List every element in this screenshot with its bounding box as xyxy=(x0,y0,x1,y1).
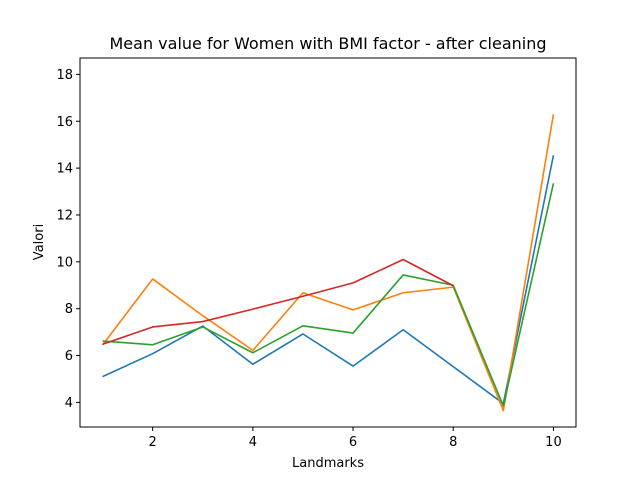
series-line-1 xyxy=(102,155,555,405)
x-axis-label: Landmarks xyxy=(292,456,364,471)
y-tick-label: 8 xyxy=(65,302,73,317)
y-tick-label: 16 xyxy=(56,115,73,130)
y-axis-ticks: 4 6 8 10 12 14 16 18 xyxy=(56,68,80,411)
x-axis-ticks: 2 4 6 8 10 xyxy=(149,427,562,450)
y-tick-label: 6 xyxy=(65,349,73,364)
series-line-4 xyxy=(102,258,454,346)
y-tick-label: 10 xyxy=(56,255,73,270)
y-tick-label: 4 xyxy=(65,396,73,411)
x-tick-label: 10 xyxy=(545,435,562,450)
plot-frame xyxy=(79,57,577,428)
y-tick-label: 18 xyxy=(56,68,73,83)
y-axis-label: Valori xyxy=(32,224,47,260)
x-tick-label: 8 xyxy=(449,435,457,450)
chart-title: Mean value for Women with BMI factor - a… xyxy=(109,34,546,53)
x-tick-label: 2 xyxy=(149,435,157,450)
x-tick-label: 4 xyxy=(249,435,257,450)
y-tick-label: 12 xyxy=(56,208,73,223)
series-line-3 xyxy=(102,183,555,407)
series-line-2 xyxy=(101,114,555,412)
y-tick-label: 14 xyxy=(56,162,73,177)
plot-lines xyxy=(101,114,555,412)
x-tick-label: 6 xyxy=(349,435,357,450)
